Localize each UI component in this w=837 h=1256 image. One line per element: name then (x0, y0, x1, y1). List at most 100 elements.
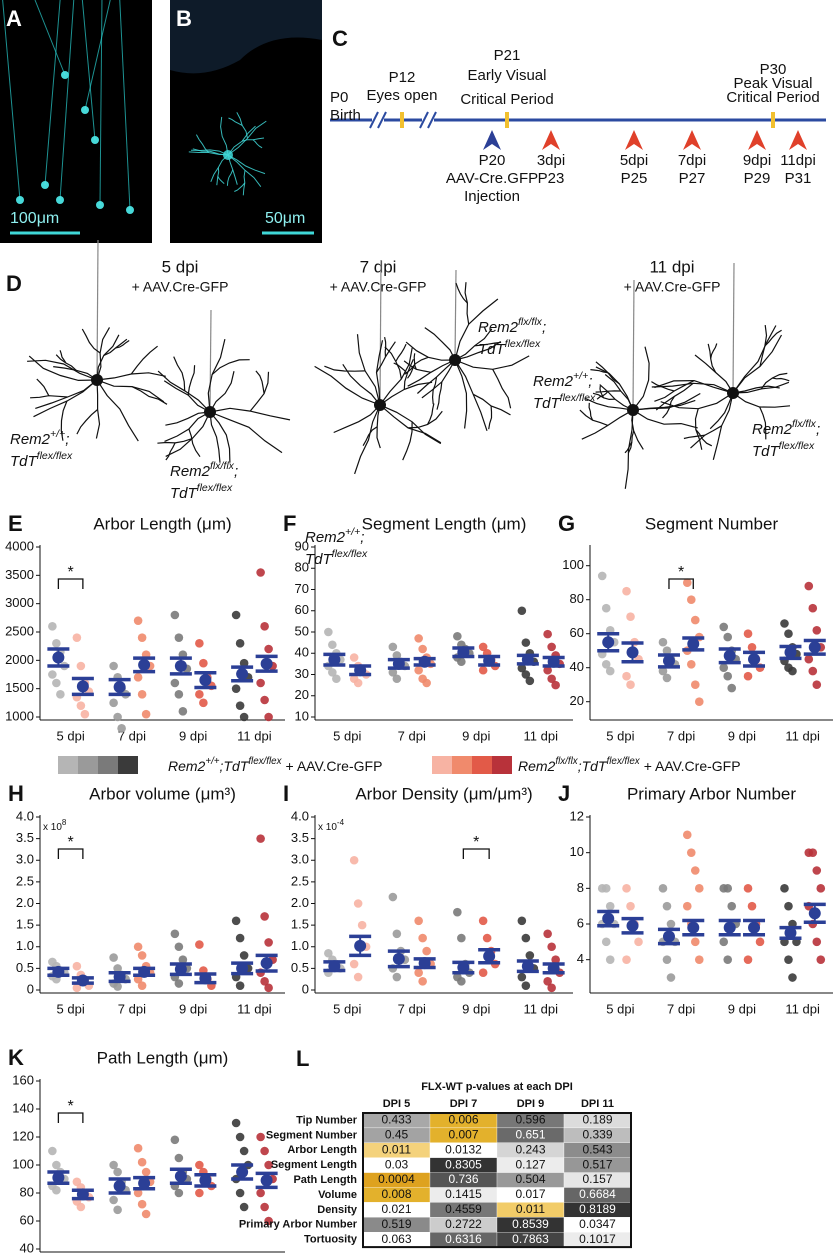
cell-value: 0.1415 (445, 1187, 482, 1201)
cell-value: 0.6684 (579, 1187, 616, 1201)
panel-letter: G (558, 511, 575, 536)
dendrite (36, 378, 50, 396)
x-tick-label: 5 dpi (57, 728, 85, 743)
data-point (723, 632, 733, 642)
cell-value: 0.063 (381, 1232, 411, 1246)
data-point (133, 1188, 143, 1198)
genotype-label: Rem2flx/flx; TdTflex/flex (752, 418, 820, 460)
data-point (784, 901, 793, 911)
marker-label: P20 (479, 152, 506, 169)
reporter: TdT (582, 758, 608, 774)
axis-break-gap (372, 117, 384, 123)
chart-title: Primary Arbor Number (627, 784, 796, 803)
dendrite (207, 338, 226, 413)
dendrite (209, 411, 283, 454)
panel-letter: B (176, 6, 192, 31)
dendrite (599, 384, 634, 411)
x-tick-label: 9 dpi (728, 1001, 756, 1016)
dendrite (595, 366, 634, 411)
reporter: TdT (305, 551, 334, 568)
y-tick-label: 80 (20, 1184, 34, 1199)
data-point (332, 674, 341, 684)
dendrite (624, 441, 633, 454)
data-point (109, 953, 118, 962)
y-tick-label: 2000 (5, 652, 34, 667)
mean-marker (354, 939, 367, 952)
mean-marker (547, 655, 560, 668)
separator: ; (360, 529, 364, 546)
dendrite (492, 369, 512, 409)
data-point (170, 678, 180, 688)
panel-letter: L (296, 1046, 309, 1071)
data-point (808, 603, 818, 613)
y-tick-label: 2.5 (291, 873, 309, 888)
y-tick-label: 4.0 (291, 808, 309, 823)
dendrite (242, 137, 265, 142)
data-point (174, 1153, 184, 1163)
cell-value: 0.021 (381, 1202, 411, 1216)
data-point (601, 660, 611, 669)
legend-swatch (78, 756, 98, 774)
genotype-label: Rem2flx/flx;TdTflex/flex + AAV.Cre-GFP (518, 756, 741, 774)
milestone-tick (771, 112, 775, 128)
data-point (199, 698, 208, 708)
mean-marker (483, 654, 496, 667)
data-point (662, 646, 672, 655)
cell-value: 0.8305 (445, 1157, 482, 1171)
genotype: flx/flx (792, 418, 817, 430)
data-point (747, 643, 757, 652)
chart-title: Segment Number (645, 514, 779, 533)
tracing-title: 11 dpi (649, 257, 694, 276)
axis-multiplier: x 10-4 (318, 818, 345, 833)
data-point (256, 678, 265, 688)
legend-swatch (492, 756, 512, 774)
dendrite (53, 366, 98, 381)
y-tick-label: 60 (570, 625, 584, 640)
axis-break (427, 111, 437, 129)
genotype: flx/flx (210, 460, 235, 472)
data-point (686, 848, 696, 857)
data-point (521, 981, 531, 990)
data-point (478, 642, 488, 652)
dendrite (96, 372, 166, 381)
data-point (719, 622, 729, 632)
multiplier-exponent: 8 (62, 818, 67, 827)
dendrite (690, 425, 722, 449)
dendrite (464, 282, 470, 325)
x-tick-label: 9 dpi (179, 728, 207, 743)
cell-value: 0.0004 (378, 1172, 415, 1186)
dendrite (764, 329, 782, 347)
mean-marker (784, 646, 797, 659)
soma (727, 387, 739, 399)
data-point (743, 629, 753, 638)
data-point (414, 634, 423, 643)
soma (449, 354, 461, 366)
cell-value: 0.504 (515, 1172, 545, 1186)
data-point (521, 638, 531, 647)
x-tick-label: 9 dpi (462, 1001, 490, 1016)
data-point (328, 640, 337, 650)
cell-value: 0.4559 (445, 1202, 482, 1216)
milestone-label: P21 (494, 47, 521, 64)
data-point (256, 1188, 265, 1198)
row-label: Segment Length (271, 1159, 357, 1171)
mean-marker (52, 651, 65, 664)
row-label: Primary Arbor Number (239, 1219, 358, 1231)
data-point (239, 1146, 249, 1156)
data-point (133, 942, 143, 952)
dendrite (379, 347, 413, 406)
data-point (264, 712, 273, 722)
dendrite (227, 125, 256, 156)
x-tick-label: 11 dpi (237, 728, 272, 743)
data-point (723, 884, 733, 893)
data-point (597, 571, 607, 581)
y-tick-label: 0.5 (291, 960, 309, 975)
data-point (388, 668, 398, 677)
legend-swatch (98, 756, 118, 774)
mean-marker (260, 657, 273, 670)
data-point (141, 1167, 151, 1177)
x-tick-label: 5 dpi (606, 728, 634, 743)
mean-marker (748, 653, 761, 666)
dendrite (404, 356, 429, 375)
dendrite (115, 340, 130, 349)
